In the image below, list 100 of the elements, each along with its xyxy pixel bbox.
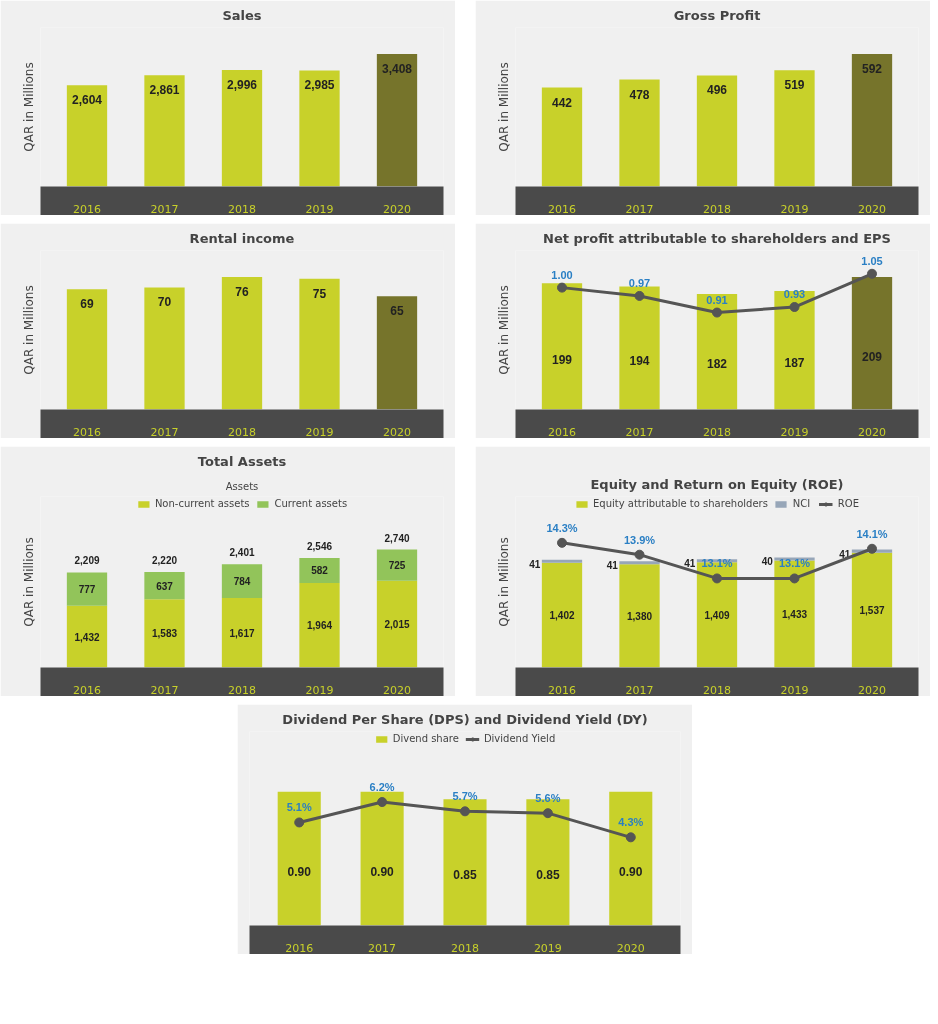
- point: [377, 797, 388, 808]
- point: [712, 307, 722, 318]
- data-label: 519: [784, 78, 805, 93]
- data-label: 41: [529, 558, 541, 570]
- bar: [299, 582, 340, 668]
- total-label: 2,220: [151, 554, 178, 566]
- legend-label: Dividend Yield: [483, 733, 556, 744]
- x-tick-label: 2018: [228, 683, 256, 697]
- bar: [66, 85, 108, 187]
- x-tick-label: 2018: [228, 425, 256, 439]
- bar: [221, 597, 263, 668]
- data-label: 2,985: [304, 78, 335, 93]
- point: [557, 282, 567, 293]
- chart-title: Net profit attributable to shareholders and EPS: [543, 230, 891, 246]
- y-axis-title: QAR in Millions: [21, 62, 36, 152]
- bar: [696, 294, 738, 410]
- x-tick-label: 2019: [780, 683, 809, 697]
- x-tick-label: 2018: [451, 941, 479, 955]
- total-label: 2,740: [384, 532, 410, 544]
- data-label: 1,964: [306, 620, 333, 632]
- data-label: 784: [233, 576, 251, 588]
- data-label: 182: [706, 356, 728, 371]
- chart-title: Sales: [222, 7, 262, 23]
- x-tick-label: 2017: [150, 425, 179, 439]
- data-label: 41: [606, 560, 619, 572]
- bar: [376, 580, 418, 668]
- point: [789, 302, 800, 312]
- legend-label: Divend share: [392, 733, 459, 744]
- bar: [851, 54, 893, 187]
- x-tick-label: 2017: [625, 202, 654, 216]
- bar: [376, 549, 418, 581]
- y-axis-title: QAR in Millions: [496, 285, 511, 375]
- data-label: 1,380: [626, 610, 653, 622]
- x-tick-label: 2020: [383, 202, 411, 216]
- data-label: 194: [629, 353, 650, 368]
- point: [789, 573, 800, 584]
- x-tick-label: 2018: [228, 202, 256, 216]
- bar: [66, 289, 108, 410]
- x-tick-label: 2019: [305, 683, 334, 697]
- bar: [619, 564, 660, 668]
- x-tick-label: 2016: [73, 202, 101, 216]
- bar: [376, 54, 418, 187]
- point: [625, 832, 636, 843]
- x-tick-label: 2020: [858, 202, 886, 216]
- x-tick-label: 2017: [625, 683, 654, 697]
- data-label: 0.85: [536, 868, 560, 883]
- x-tick-label: 2016: [285, 941, 314, 955]
- data-label: 14.1%: [856, 527, 888, 540]
- data-label: 0.90: [619, 865, 643, 880]
- data-label: 75: [312, 286, 327, 301]
- bar: [144, 571, 185, 600]
- data-label: 1,432: [74, 631, 100, 643]
- x-tick-label: 2019: [780, 425, 809, 439]
- data-label: 41: [684, 558, 696, 570]
- point: [634, 290, 645, 301]
- x-tick-label: 2020: [383, 425, 411, 439]
- point: [712, 573, 722, 584]
- x-tick-label: 2016: [73, 683, 101, 697]
- data-label: 2,015: [384, 619, 410, 631]
- point: [294, 817, 305, 828]
- data-label: 0.93: [783, 288, 806, 301]
- bar: [774, 70, 815, 187]
- x-tick-label: 2017: [368, 941, 397, 955]
- legend-label: Current assets: [274, 498, 348, 509]
- data-label: 14.3%: [546, 521, 578, 534]
- y-axis-title: QAR in Millions: [496, 537, 511, 627]
- x-tick-label: 2020: [383, 683, 411, 697]
- data-label: 1.05: [861, 254, 883, 267]
- bar: [541, 559, 583, 563]
- bar: [541, 283, 583, 410]
- chart-title: Total Assets: [197, 453, 287, 469]
- data-label: 4.3%: [618, 816, 644, 829]
- x-tick-label: 2016: [548, 425, 576, 439]
- x-tick-label: 2017: [625, 425, 654, 439]
- data-label: 0.97: [628, 276, 651, 289]
- data-label: 442: [551, 95, 573, 110]
- x-tick-label: 2020: [858, 683, 886, 697]
- data-label: 496: [706, 83, 728, 98]
- data-label: 1,583: [151, 628, 178, 640]
- bar: [299, 278, 340, 410]
- data-label: 0.85: [453, 868, 477, 883]
- x-tick-label: 2019: [305, 202, 334, 216]
- total-label: 2,209: [74, 555, 100, 567]
- data-label: 592: [861, 62, 883, 76]
- bar: [619, 286, 660, 410]
- data-label: 187: [784, 355, 805, 370]
- point: [867, 268, 877, 279]
- data-label: 1,537: [859, 605, 885, 617]
- data-label: 0.90: [287, 865, 312, 880]
- data-label: 0.91: [706, 293, 728, 306]
- bar: [299, 70, 340, 187]
- x-tick-label: 2016: [73, 425, 101, 439]
- x-tick-label: 2019: [780, 202, 809, 216]
- legend-label: ROE: [837, 498, 859, 509]
- data-label: 13.1%: [778, 557, 811, 570]
- total-label: 2,401: [229, 547, 255, 559]
- data-label: 1,402: [549, 610, 575, 622]
- data-label: 69: [80, 297, 94, 312]
- bar: [774, 560, 815, 668]
- data-label: 637: [156, 580, 174, 592]
